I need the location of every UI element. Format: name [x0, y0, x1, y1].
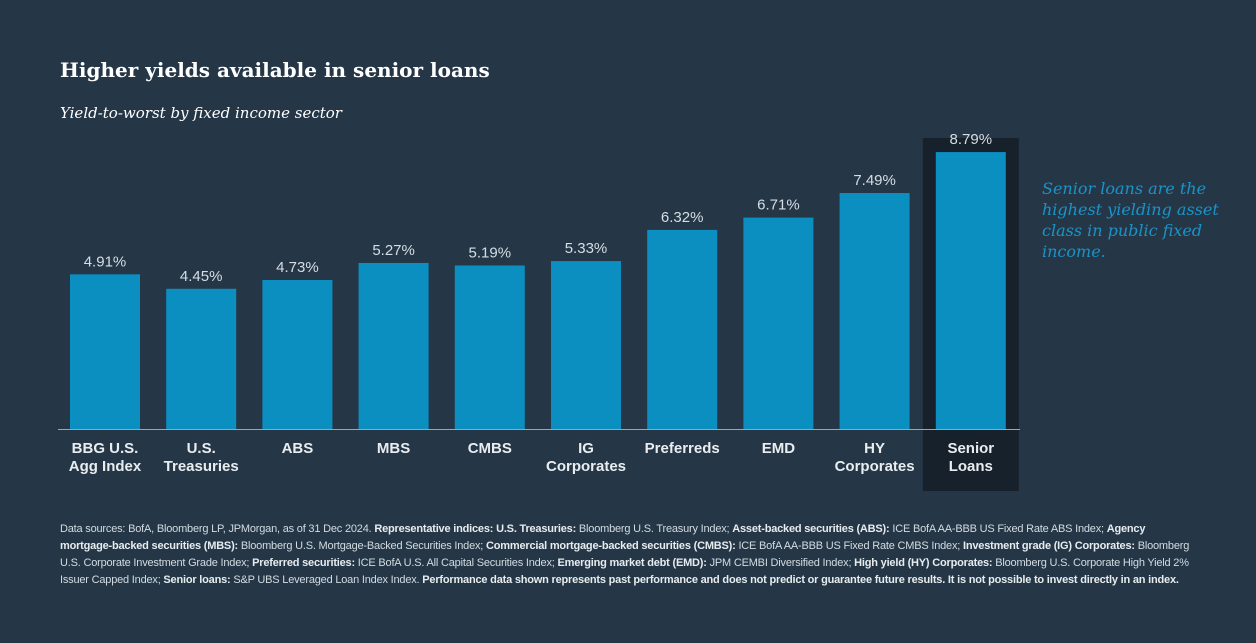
footnote-label: Senior loans:: [163, 574, 234, 586]
bar: [262, 279, 333, 429]
footnote-label: High yield (HY) Corporates:: [854, 557, 996, 569]
value-label: 8.79%: [950, 131, 993, 148]
footnote-label: Investment grade (IG) Corporates:: [962, 540, 1138, 552]
bar: [647, 229, 718, 429]
category-label: HY: [864, 440, 885, 457]
bar: [935, 152, 1006, 429]
chart-title: Higher yields available in senior loans: [60, 58, 490, 82]
bar: [551, 261, 621, 429]
footnote-label: Emerging market debt (EMD):: [557, 557, 710, 569]
category-label: BBG U.S.: [72, 440, 139, 457]
category-label: Preferreds: [645, 440, 720, 457]
value-label: 5.33%: [565, 240, 608, 257]
category-label: Loans: [949, 458, 993, 475]
footnote-text: Bloomberg U.S. Corporate High Yield 2% I…: [60, 557, 1189, 586]
category-label: EMD: [762, 440, 796, 457]
category-label: ABS: [282, 440, 314, 457]
footnote-text: JPM CEMBI Diversified Index;: [709, 557, 855, 569]
bar-chart: 4.91% BBG U.S.Agg Index 4.45% U.S.Treasurie…: [58, 131, 1020, 491]
category-label: Agg Index: [69, 458, 142, 475]
bar: [358, 262, 429, 429]
value-label: 4.45%: [180, 268, 223, 285]
category-label: Corporates: [835, 458, 915, 475]
bar: [743, 217, 814, 429]
value-label: 4.91%: [84, 253, 127, 270]
data-sources-footnote: Data sources: BofA, Bloomberg LP, JPMorg…: [60, 521, 1200, 589]
category-label: U.S.: [187, 440, 216, 457]
footnote-text: ICE BofA AA-BBB US Fixed Rate ABS Index;: [892, 523, 1107, 535]
footnote-text: Bloomberg U.S. Mortgage-Backed Securitie…: [240, 540, 487, 552]
value-label: 5.19%: [469, 244, 512, 261]
category-label: Treasuries: [164, 458, 239, 475]
footnote-text: ICE BofA U.S. All Capital Securities Ind…: [357, 557, 558, 569]
callout-note: Senior loans are the highest yielding as…: [1042, 179, 1219, 261]
bar: [839, 193, 910, 429]
footnote-label: Representative indices: U.S. Treasuries:: [374, 523, 579, 535]
footnote-label: Commercial mortgage-backed securities (C…: [486, 540, 739, 552]
bar: [166, 288, 237, 429]
footnote-text: Bloomberg U.S. Corporate Investment Grad…: [60, 540, 1190, 569]
footnote-label: Performance data shown represents past p…: [422, 574, 1179, 586]
category-label: CMBS: [468, 440, 512, 457]
footnote-label: Asset-backed securities (ABS):: [732, 523, 893, 535]
footnote-text: Bloomberg U.S. Treasury Index;: [578, 523, 733, 535]
category-label: Senior: [947, 440, 994, 457]
value-label: 6.71%: [757, 197, 800, 214]
footnote-text: S&P UBS Leveraged Loan Index Index.: [233, 574, 423, 586]
category-label: MBS: [377, 440, 410, 457]
footnote-label: Agency mortgage-backed securities (MBS):: [60, 523, 1146, 552]
category-label: IG: [578, 440, 594, 457]
value-label: 5.27%: [372, 242, 415, 259]
value-label: 6.32%: [661, 209, 704, 226]
category-label: Corporates: [546, 458, 626, 475]
footnote-text: Data sources: BofA, Bloomberg LP, JPMorg…: [60, 523, 375, 535]
value-label: 4.73%: [276, 259, 319, 276]
bar: [454, 265, 525, 429]
footnote-label: Preferred securities:: [252, 557, 358, 569]
chart-subtitle: Yield-to-worst by fixed income sector: [60, 104, 342, 122]
value-label: 7.49%: [853, 172, 896, 189]
bar: [70, 274, 140, 429]
footnote-text: ICE BofA AA-BBB US Fixed Rate CMBS Index…: [738, 540, 963, 552]
